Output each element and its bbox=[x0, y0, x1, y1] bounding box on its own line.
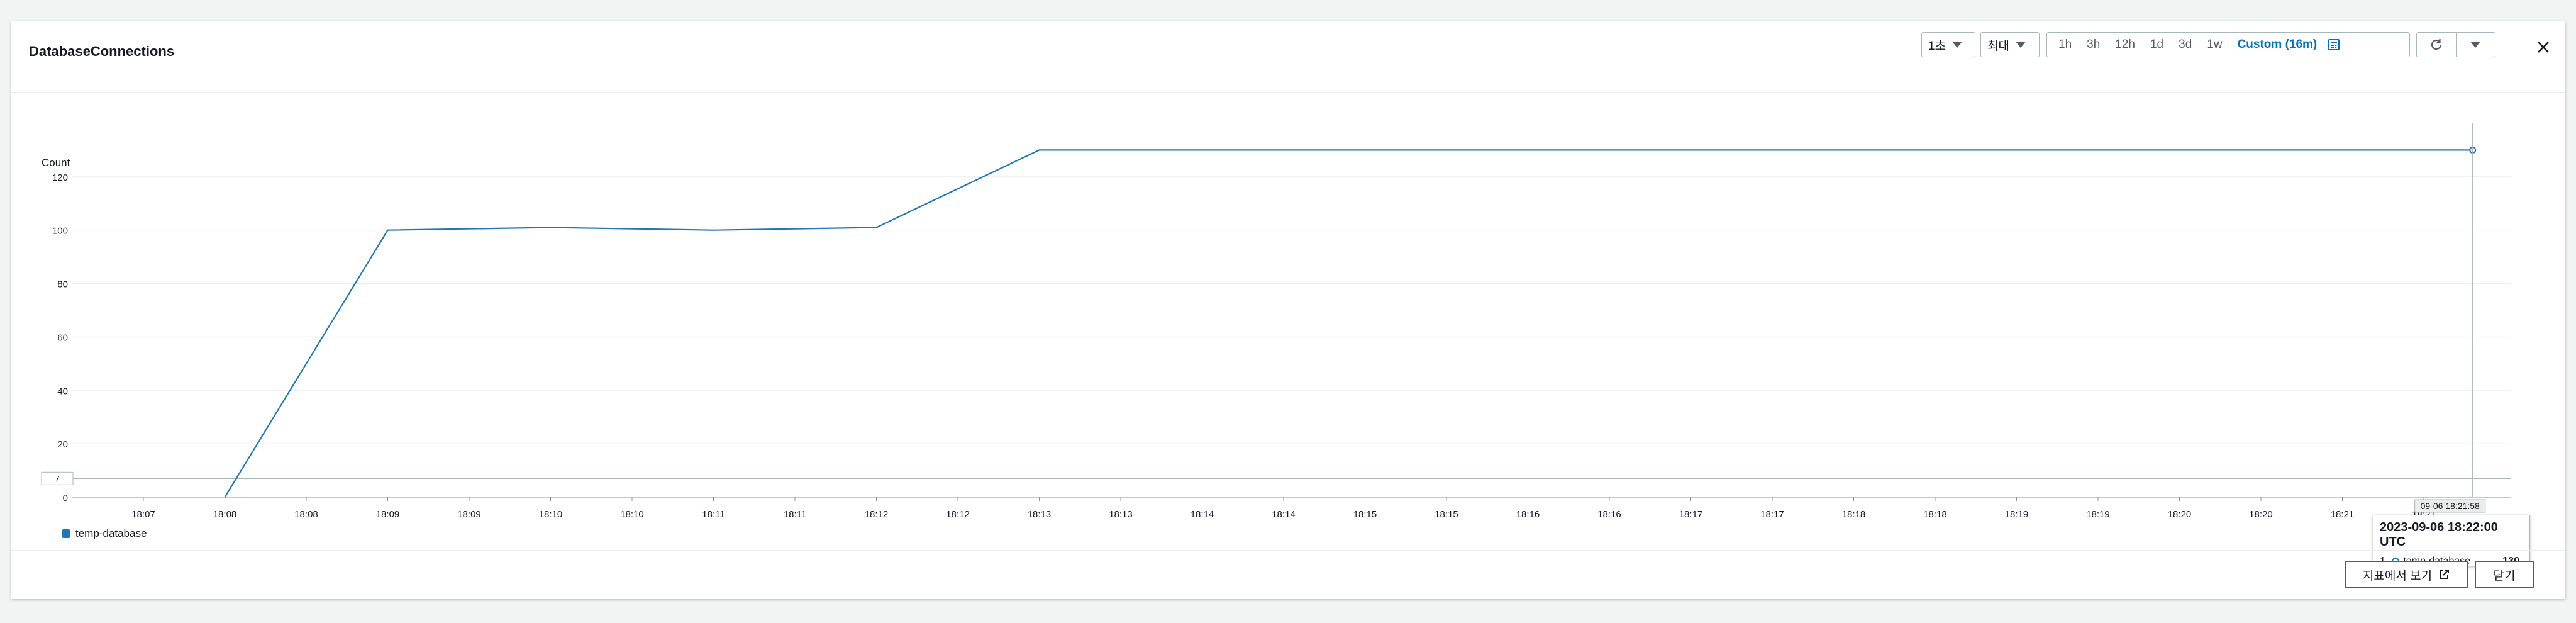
x-tick-label: 18:18 bbox=[1842, 509, 1866, 520]
period-select-value: 1초 bbox=[1928, 39, 1946, 53]
legend: temp-database bbox=[62, 527, 147, 540]
x-tick-label: 18:15 bbox=[1435, 509, 1458, 520]
x-tick-label: 18:10 bbox=[620, 509, 644, 520]
refresh-icon bbox=[2431, 39, 2441, 50]
x-tick-label: 18:15 bbox=[1353, 509, 1377, 520]
x-tick-label: 18:20 bbox=[2249, 509, 2273, 520]
x-tick-label: 18:17 bbox=[1760, 509, 1784, 520]
page-title: DatabaseConnections bbox=[29, 43, 175, 59]
y-tick-label: 60 bbox=[57, 332, 68, 343]
y-tick-label: 40 bbox=[57, 386, 68, 396]
x-tick-label: 18:17 bbox=[1679, 509, 1703, 520]
x-tick-label: 18:11 bbox=[784, 509, 806, 520]
y-tick-label: 20 bbox=[57, 439, 68, 450]
legend-label[interactable]: temp-database bbox=[75, 527, 147, 539]
x-tick-label: 18:14 bbox=[1272, 509, 1296, 520]
x-tick-label: 18:08 bbox=[294, 509, 318, 520]
statistic-select[interactable]: 최대 bbox=[1980, 32, 2040, 57]
modal-header: DatabaseConnections 1초 최대 1h 3h 12h 1d 3… bbox=[11, 21, 2565, 93]
close-button-label: 닫기 bbox=[2493, 569, 2516, 583]
chart-tooltip: 2023-09-06 18:22:00 UTC 1. temp-database… bbox=[2373, 515, 2530, 566]
refresh-button[interactable] bbox=[2417, 33, 2456, 57]
range-1h[interactable]: 1h bbox=[2058, 38, 2072, 51]
y-tick-label: 120 bbox=[52, 172, 68, 183]
threshold-label-box bbox=[41, 471, 74, 485]
crosshair-label-box bbox=[2414, 499, 2486, 513]
caret-down-icon bbox=[1952, 42, 1963, 48]
x-tick-label: 18:11 bbox=[702, 509, 724, 520]
x-tick-label: 18:16 bbox=[1516, 509, 1540, 520]
caret-down-icon bbox=[2015, 42, 2026, 48]
legend-swatch bbox=[62, 529, 70, 538]
statistic-select-value: 최대 bbox=[1987, 39, 2009, 53]
y-tick-label: 80 bbox=[57, 279, 68, 290]
x-tick-label: 18:21 bbox=[2331, 509, 2355, 520]
crosshair-label: 09-06 18:21:58 bbox=[2421, 501, 2480, 511]
refresh-button-group bbox=[2416, 32, 2496, 57]
refresh-options-dropdown[interactable] bbox=[2455, 33, 2496, 57]
x-tick-label: 18:09 bbox=[457, 509, 481, 520]
tooltip-time: 2023-09-06 18:22:00 UTC bbox=[2380, 520, 2498, 549]
range-12h[interactable]: 12h bbox=[2115, 38, 2135, 51]
y-axis-label: Count bbox=[42, 157, 70, 169]
view-in-metrics-label: 지표에서 보기 bbox=[2362, 569, 2433, 583]
x-tick-label: 18:08 bbox=[213, 509, 237, 520]
close-icon[interactable] bbox=[2533, 36, 2554, 58]
x-tick-label: 18:10 bbox=[539, 509, 563, 520]
caret-down-icon bbox=[2470, 42, 2481, 48]
x-tick-label: 18:19 bbox=[2005, 509, 2029, 520]
footer-divider bbox=[11, 550, 2565, 551]
metric-modal: DatabaseConnections 1초 최대 1h 3h 12h 1d 3… bbox=[11, 21, 2565, 599]
x-tick-label: 18:13 bbox=[1109, 509, 1133, 520]
y-tick-label: 0 bbox=[63, 493, 68, 503]
x-tick-label: 18:14 bbox=[1191, 509, 1214, 520]
y-tick-label: 100 bbox=[52, 226, 68, 237]
external-link-icon bbox=[2440, 570, 2450, 579]
range-1d[interactable]: 1d bbox=[2150, 38, 2164, 51]
x-tick-label: 18:16 bbox=[1597, 509, 1621, 520]
x-tick-label: 18:09 bbox=[376, 509, 400, 520]
range-3h[interactable]: 3h bbox=[2087, 38, 2101, 51]
threshold-label: 7 bbox=[55, 473, 60, 483]
chart-area: Count 0 20 40 60 80 100 120 7 18:07 18:08 18:08 18:0… bbox=[11, 92, 2565, 570]
x-tick-label: 18:19 bbox=[2086, 509, 2110, 520]
range-3d[interactable]: 3d bbox=[2179, 38, 2192, 51]
x-tick-label: 18:12 bbox=[946, 509, 970, 520]
close-button[interactable]: 닫기 bbox=[2475, 561, 2534, 588]
range-1w[interactable]: 1w bbox=[2207, 38, 2223, 51]
x-tick-label: 18:07 bbox=[131, 509, 155, 520]
view-in-metrics-button[interactable]: 지표에서 보기 bbox=[2345, 561, 2468, 588]
x-tick-label: 18:12 bbox=[865, 509, 889, 520]
line-chart[interactable]: Count 0 20 40 60 80 100 120 7 18:07 18:08 18:08 18:0… bbox=[11, 92, 2565, 558]
x-tick-label: 18:20 bbox=[2168, 509, 2192, 520]
x-tick-label: 18:18 bbox=[1923, 509, 1947, 520]
range-custom[interactable]: Custom (16m) bbox=[2237, 38, 2318, 51]
series-line-temp-database[interactable] bbox=[224, 149, 2473, 498]
time-range-selector: 1h 3h 12h 1d 3d 1w Custom (16m) bbox=[2046, 32, 2410, 57]
period-select[interactable]: 1초 bbox=[1921, 32, 1975, 57]
x-tick-label: 18:13 bbox=[1028, 509, 1052, 520]
calendar-icon[interactable] bbox=[2328, 39, 2340, 50]
